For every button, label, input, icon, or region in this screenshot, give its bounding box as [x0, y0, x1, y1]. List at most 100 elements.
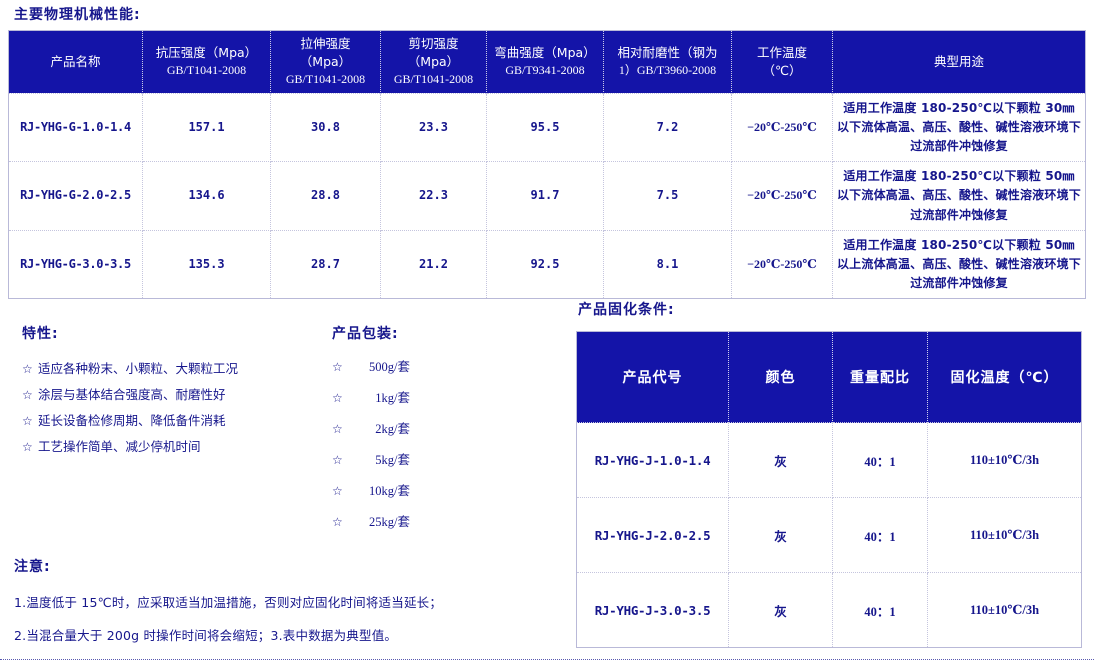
cell-flexural: 92.5: [486, 229, 604, 300]
curing-conditions-table: 产品代号 颜色 重量配比 固化温度（℃） RJ-YHG-J-1.0-1.4 灰 …: [576, 331, 1082, 648]
list-item: ☆ 25kg/套: [332, 506, 410, 537]
star-icon: ☆: [22, 414, 33, 428]
cell-product-code: RJ-YHG-J-3.0-3.5: [576, 572, 729, 648]
column-header-weight-ratio: 重量配比: [832, 331, 928, 423]
header-line-1: 产品名称: [50, 53, 101, 69]
packaging-label: 10kg/套: [369, 484, 410, 498]
packaging-label: 1kg/套: [375, 391, 410, 405]
cell-wear: 7.5: [603, 161, 732, 231]
packaging-label: 500g/套: [369, 360, 410, 374]
cell-weight-ratio: 40：1: [832, 497, 928, 573]
curing-conditions-title: 产品固化条件:: [578, 302, 675, 318]
column-header-color: 颜色: [728, 331, 833, 423]
list-item: ☆ 5kg/套: [332, 444, 410, 475]
star-icon: ☆: [22, 388, 33, 402]
cell-product-code: RJ-YHG-J-2.0-2.5: [576, 497, 729, 573]
note-line: 2.当混合量大于 200g 时操作时间将会缩短；3.表中数据为典型值。: [14, 628, 398, 643]
header-line-1: 拉伸强度: [300, 36, 351, 51]
cell-typical-use: 适用工作温度 180-250℃以下颗粒 50㎜ 以下流体高温、高压、酸性、碱性溶…: [832, 161, 1086, 231]
header-standard: 1）GB/T3960-2008: [618, 63, 717, 78]
cell-wear: 7.2: [603, 92, 732, 163]
cell-product-name: RJ-YHG-G-3.0-3.5: [8, 229, 143, 300]
table-row: RJ-YHG-G-2.0-2.5 134.6 28.8 22.3 91.7 7.…: [8, 161, 1086, 231]
list-item: ☆ 延长设备检修周期、降低备件消耗: [22, 408, 238, 434]
column-header-compressive-strength: 抗压强度（Mpa） GB/T1041-2008: [142, 30, 271, 94]
packaging-label: 5kg/套: [375, 453, 410, 467]
list-item: ☆ 10kg/套: [332, 475, 410, 506]
cell-color: 灰: [728, 497, 833, 573]
packaging-list: ☆ 500g/套 ☆ 1kg/套 ☆ 2kg/套 ☆ 5kg/套 ☆ 10kg/套 ☆ 25…: [332, 351, 410, 537]
curing-header-row: 产品代号 颜色 重量配比 固化温度（℃）: [576, 331, 1082, 423]
cell-curing-temperature: 110±10℃/3h: [927, 497, 1082, 573]
list-item: ☆ 适应各种粉末、小颗粒、大颗粒工况: [22, 356, 238, 382]
feature-label: 适应各种粉末、小颗粒、大颗粒工况: [38, 361, 239, 376]
cell-flexural: 95.5: [486, 92, 604, 163]
column-header-shear-strength: 剪切强度 （Mpa） GB/T1041-2008: [380, 30, 487, 94]
column-header-product-name: 产品名称: [8, 30, 143, 94]
note-line: 1.温度低于 15℃时，应采取适当加温措施，否则对应固化时间将适当延长；: [14, 595, 443, 610]
column-header-curing-temperature: 固化温度（℃）: [927, 331, 1082, 423]
cell-flexural: 91.7: [486, 161, 604, 231]
table-row: RJ-YHG-J-2.0-2.5 灰 40：1 110±10℃/3h: [576, 497, 1082, 573]
cell-compressive: 135.3: [142, 229, 271, 300]
mechanical-properties-table: 产品名称 抗压强度（Mpa） GB/T1041-2008 拉伸强度 （Mpa） …: [8, 30, 1086, 300]
table-row: RJ-YHG-J-3.0-3.5 灰 40：1 110±10℃/3h: [576, 572, 1082, 648]
star-icon: ☆: [332, 422, 343, 436]
cell-wear: 8.1: [603, 229, 732, 300]
header-standard: GB/T1041-2008: [166, 63, 247, 78]
feature-label: 延长设备检修周期、降低备件消耗: [38, 413, 226, 428]
bottom-divider: [0, 659, 1094, 660]
header-line-2: （Mpa）: [407, 54, 460, 70]
star-icon: ☆: [332, 453, 343, 467]
cell-temperature: −20℃-250℃: [731, 229, 833, 300]
cell-weight-ratio: 40：1: [832, 572, 928, 648]
header-line-1: 抗压强度（Mpa）: [155, 45, 258, 61]
cell-color: 灰: [728, 572, 833, 648]
star-icon: ☆: [22, 362, 33, 376]
cell-shear: 23.3: [380, 92, 487, 163]
cell-compressive: 157.1: [142, 92, 271, 163]
features-title: 特性:: [22, 326, 59, 342]
mechanical-properties-title: 主要物理机械性能:: [14, 7, 141, 23]
cell-typical-use: 适用工作温度 180-250℃以下颗粒 30㎜ 以下流体高温、高压、酸性、碱性溶…: [832, 92, 1086, 163]
cell-color: 灰: [728, 422, 833, 498]
header-line-1: 典型用途: [933, 53, 984, 69]
curing-conditions-table-wrap: 产品代号 颜色 重量配比 固化温度（℃） RJ-YHG-J-1.0-1.4 灰 …: [576, 331, 1082, 648]
star-icon: ☆: [332, 391, 343, 405]
column-header-product-code: 产品代号: [576, 331, 729, 423]
cell-tensile: 30.8: [270, 92, 381, 163]
cell-product-name: RJ-YHG-G-1.0-1.4: [8, 92, 143, 163]
notes-block: 1.温度低于 15℃时，应采取适当加温措施，否则对应固化时间将适当延长； 2.当…: [14, 578, 442, 644]
cell-product-code: RJ-YHG-J-1.0-1.4: [576, 422, 729, 498]
column-header-tensile-strength: 拉伸强度 （Mpa） GB/T1041-2008: [270, 30, 381, 94]
cell-tensile: 28.7: [270, 229, 381, 300]
packaging-label: 25kg/套: [369, 515, 410, 529]
cell-shear: 21.2: [380, 229, 487, 300]
cell-temperature: −20℃-250℃: [731, 161, 833, 231]
column-header-working-temperature: 工作温度 （℃）: [731, 30, 833, 94]
packaging-label: 2kg/套: [375, 422, 410, 436]
cell-product-name: RJ-YHG-G-2.0-2.5: [8, 161, 143, 231]
list-item: ☆ 1kg/套: [332, 382, 410, 413]
header-line-1: 剪切强度: [408, 36, 459, 51]
cell-shear: 22.3: [380, 161, 487, 231]
feature-label: 涂层与基体结合强度高、耐磨性好: [38, 387, 226, 402]
cell-curing-temperature: 110±10℃/3h: [927, 572, 1082, 648]
feature-label: 工艺操作简单、减少停机时间: [38, 439, 201, 454]
star-icon: ☆: [22, 440, 33, 454]
star-icon: ☆: [332, 360, 343, 374]
list-item: ☆ 500g/套: [332, 351, 410, 382]
table-row: RJ-YHG-G-3.0-3.5 135.3 28.7 21.2 92.5 8.…: [8, 229, 1086, 300]
star-icon: ☆: [332, 484, 343, 498]
column-header-relative-wear-resistance: 相对耐磨性（钢为 1）GB/T3960-2008: [603, 30, 732, 94]
column-header-typical-use: 典型用途: [832, 30, 1086, 94]
list-item: ☆ 2kg/套: [332, 413, 410, 444]
header-line-2: （℃）: [762, 62, 802, 78]
table-row: RJ-YHG-G-1.0-1.4 157.1 30.8 23.3 95.5 7.…: [8, 92, 1086, 163]
column-header-flexural-strength: 弯曲强度（Mpa） GB/T9341-2008: [486, 30, 604, 94]
star-icon: ☆: [332, 515, 343, 529]
header-standard: GB/T1041-2008: [393, 72, 474, 87]
table-header-row: 产品名称 抗压强度（Mpa） GB/T1041-2008 拉伸强度 （Mpa） …: [8, 30, 1086, 94]
header-standard: GB/T1041-2008: [285, 72, 366, 87]
packaging-title: 产品包装:: [332, 326, 399, 342]
